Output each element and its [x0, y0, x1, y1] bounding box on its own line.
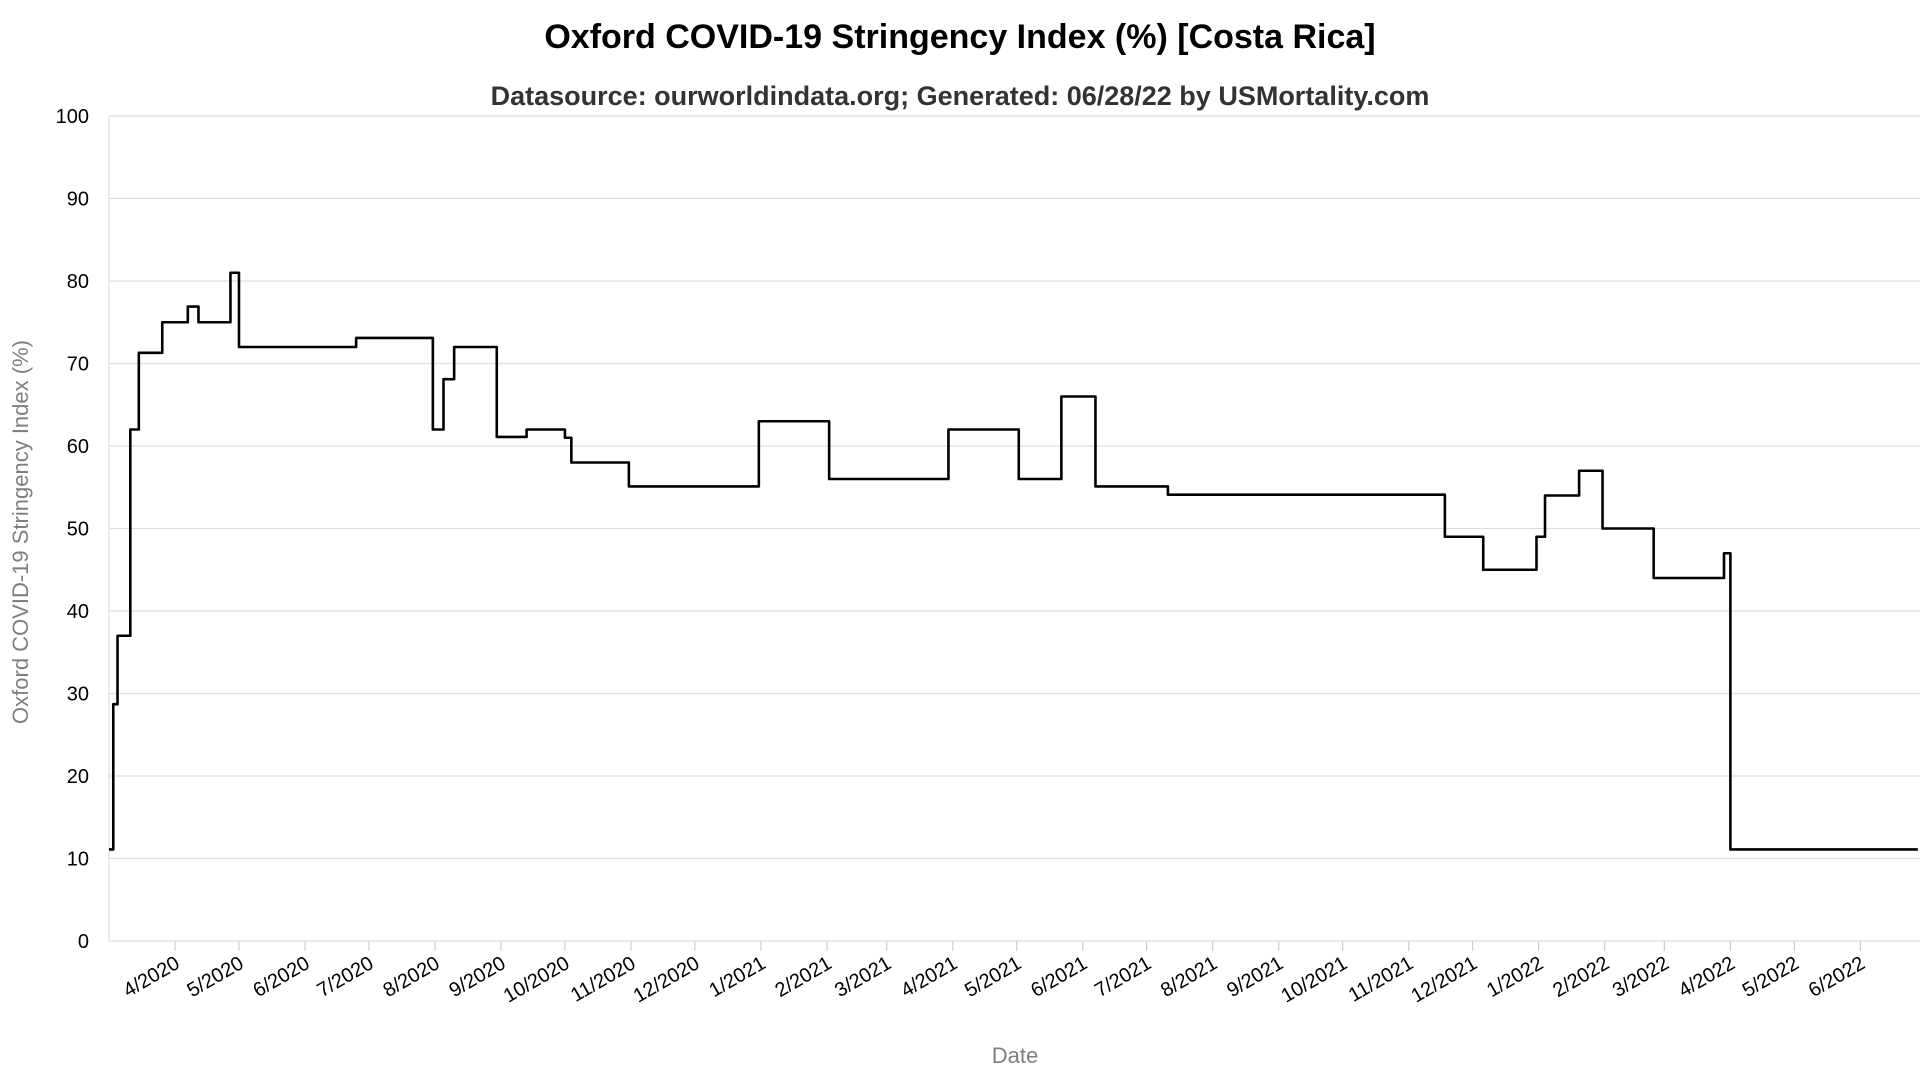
x-tick-label: 9/2020 — [446, 952, 510, 1002]
plot-area — [109, 271, 1918, 851]
x-tick-label: 10/2021 — [1277, 952, 1351, 1007]
y-tick-label: 50 — [67, 519, 89, 541]
x-tick-label: 4/2021 — [897, 952, 961, 1002]
x-tick-label: 5/2021 — [961, 952, 1025, 1002]
y-tick-label: 80 — [67, 271, 89, 293]
x-tick-label: 8/2020 — [380, 952, 444, 1002]
x-tick-label: 6/2021 — [1027, 952, 1091, 1002]
x-tick-label: 6/2020 — [250, 952, 314, 1002]
y-tick-label: 10 — [67, 849, 89, 871]
x-axis-ticks: 4/2020 5/2020 6/2020 7/2020 8/2020 9/202010/2… — [120, 941, 1869, 1007]
y-tick-label: 60 — [67, 436, 89, 458]
x-tick-label: 8/2021 — [1157, 952, 1221, 1002]
x-axis-label: Date — [992, 1043, 1038, 1068]
x-tick-label: 10/2020 — [500, 952, 574, 1007]
x-tick-label: 3/2021 — [831, 952, 895, 1002]
x-tick-label: 11/2020 — [567, 952, 639, 1006]
x-tick-label: 4/2020 — [120, 952, 184, 1002]
series-line — [109, 271, 1918, 851]
x-tick-label: 6/2022 — [1805, 952, 1869, 1002]
y-tick-label: 70 — [67, 354, 89, 376]
y-tick-label: 40 — [67, 601, 89, 623]
y-axis-ticks: 0 10 20 30 40 50 60 70 80 90 100 — [56, 106, 89, 953]
x-tick-label: 1/2021 — [705, 952, 769, 1002]
chart-subtitle: Datasource: ourworldindata.org; Generate… — [491, 81, 1430, 111]
y-tick-label: 30 — [67, 684, 89, 706]
x-tick-label: 2/2021 — [772, 952, 836, 1002]
x-tick-label: 5/2020 — [183, 952, 247, 1002]
x-tick-label: 12/2020 — [630, 952, 704, 1007]
x-tick-label: 11/2021 — [1345, 952, 1417, 1006]
x-tick-label: 9/2021 — [1223, 952, 1287, 1002]
x-tick-label: 7/2021 — [1091, 952, 1155, 1002]
x-tick-label: 4/2022 — [1675, 952, 1739, 1002]
x-tick-label: 3/2022 — [1609, 952, 1673, 1002]
chart-title: Oxford COVID-19 Stringency Index (%) [Co… — [544, 18, 1375, 56]
y-tick-label: 0 — [78, 931, 89, 953]
x-tick-label: 12/2021 — [1407, 952, 1481, 1007]
x-tick-label: 2/2022 — [1549, 952, 1613, 1002]
x-tick-label: 7/2020 — [313, 952, 377, 1002]
y-tick-label: 90 — [67, 189, 89, 211]
y-tick-label: 100 — [56, 106, 89, 128]
x-tick-label: 5/2022 — [1739, 952, 1803, 1002]
x-tick-label: 1/2022 — [1483, 952, 1547, 1002]
gridlines — [108, 115, 1920, 942]
y-axis-label: Oxford COVID-19 Stringency Index (%) — [8, 340, 33, 724]
y-tick-label: 20 — [67, 766, 89, 788]
